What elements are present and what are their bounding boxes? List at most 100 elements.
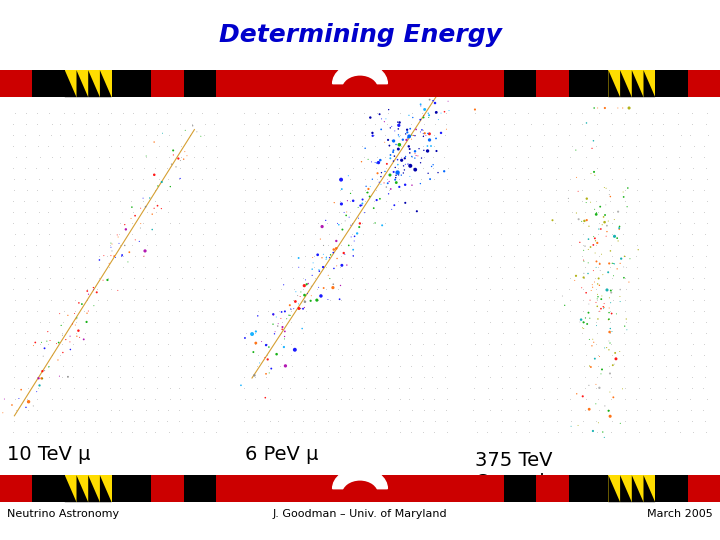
- Point: [418, 373, 430, 381]
- Point: [105, 395, 117, 403]
- Point: [58, 307, 70, 315]
- Point: [343, 241, 354, 249]
- Point: [297, 230, 309, 239]
- Point: [603, 315, 614, 324]
- Point: [659, 197, 670, 206]
- Point: [253, 428, 264, 436]
- Point: [403, 142, 415, 151]
- Point: [645, 395, 657, 403]
- Point: [432, 87, 444, 96]
- Point: [22, 373, 34, 381]
- Point: [587, 335, 598, 343]
- Point: [285, 340, 297, 348]
- Point: [563, 340, 575, 348]
- Point: [383, 351, 395, 360]
- Point: [604, 328, 616, 336]
- Point: [583, 222, 595, 231]
- Point: [698, 340, 709, 348]
- Point: [129, 340, 140, 348]
- Point: [327, 284, 338, 292]
- Polygon shape: [620, 70, 632, 97]
- Point: [126, 406, 138, 414]
- Point: [395, 219, 406, 227]
- Point: [241, 406, 253, 414]
- Point: [589, 205, 600, 214]
- Point: [164, 241, 176, 249]
- Point: [509, 362, 521, 370]
- Point: [374, 156, 386, 165]
- Point: [384, 171, 396, 179]
- Point: [524, 329, 536, 338]
- Point: [576, 197, 588, 206]
- Point: [594, 307, 606, 315]
- Point: [552, 406, 564, 414]
- Point: [402, 128, 413, 137]
- Point: [424, 136, 436, 144]
- Point: [583, 405, 595, 414]
- Point: [345, 221, 356, 230]
- Point: [344, 208, 356, 217]
- Point: [605, 286, 616, 295]
- Point: [66, 395, 78, 403]
- Point: [403, 132, 415, 141]
- Point: [624, 104, 635, 112]
- Point: [439, 263, 451, 272]
- Point: [210, 351, 222, 360]
- Point: [428, 340, 440, 348]
- Point: [105, 239, 117, 247]
- Point: [238, 384, 250, 393]
- Point: [284, 311, 296, 320]
- Point: [433, 115, 444, 124]
- Point: [661, 395, 672, 403]
- Point: [279, 335, 290, 343]
- Point: [83, 307, 94, 315]
- Point: [553, 164, 564, 173]
- Point: [686, 120, 698, 129]
- Point: [621, 315, 632, 323]
- Point: [686, 384, 698, 393]
- Point: [114, 373, 125, 381]
- Point: [157, 129, 168, 138]
- Point: [418, 252, 430, 260]
- Point: [439, 70, 451, 79]
- Point: [163, 329, 174, 338]
- Point: [381, 197, 392, 206]
- Point: [117, 153, 129, 161]
- Point: [469, 230, 481, 239]
- Point: [384, 151, 396, 159]
- Point: [423, 111, 435, 119]
- Point: [510, 428, 522, 436]
- Point: [249, 340, 261, 348]
- Point: [423, 130, 435, 138]
- Point: [698, 307, 709, 315]
- Point: [495, 373, 507, 381]
- Point: [313, 283, 325, 292]
- Point: [526, 120, 537, 129]
- Point: [197, 263, 209, 272]
- Point: [564, 384, 576, 393]
- Point: [94, 274, 105, 282]
- Text: March 2005: March 2005: [647, 509, 713, 519]
- Point: [539, 285, 551, 294]
- Point: [71, 314, 83, 322]
- Point: [127, 263, 139, 272]
- Point: [419, 129, 431, 138]
- Point: [197, 175, 208, 184]
- Point: [198, 285, 210, 294]
- Point: [284, 384, 296, 393]
- Point: [271, 313, 282, 321]
- Point: [421, 147, 433, 156]
- Point: [114, 219, 125, 227]
- Point: [320, 406, 332, 414]
- Point: [297, 324, 308, 333]
- Point: [174, 197, 186, 206]
- Point: [618, 252, 630, 261]
- Point: [22, 395, 33, 403]
- Point: [347, 220, 359, 228]
- Point: [408, 131, 419, 140]
- Point: [32, 406, 43, 414]
- Point: [41, 337, 53, 346]
- Point: [312, 296, 323, 305]
- Point: [186, 417, 197, 426]
- Point: [332, 329, 343, 338]
